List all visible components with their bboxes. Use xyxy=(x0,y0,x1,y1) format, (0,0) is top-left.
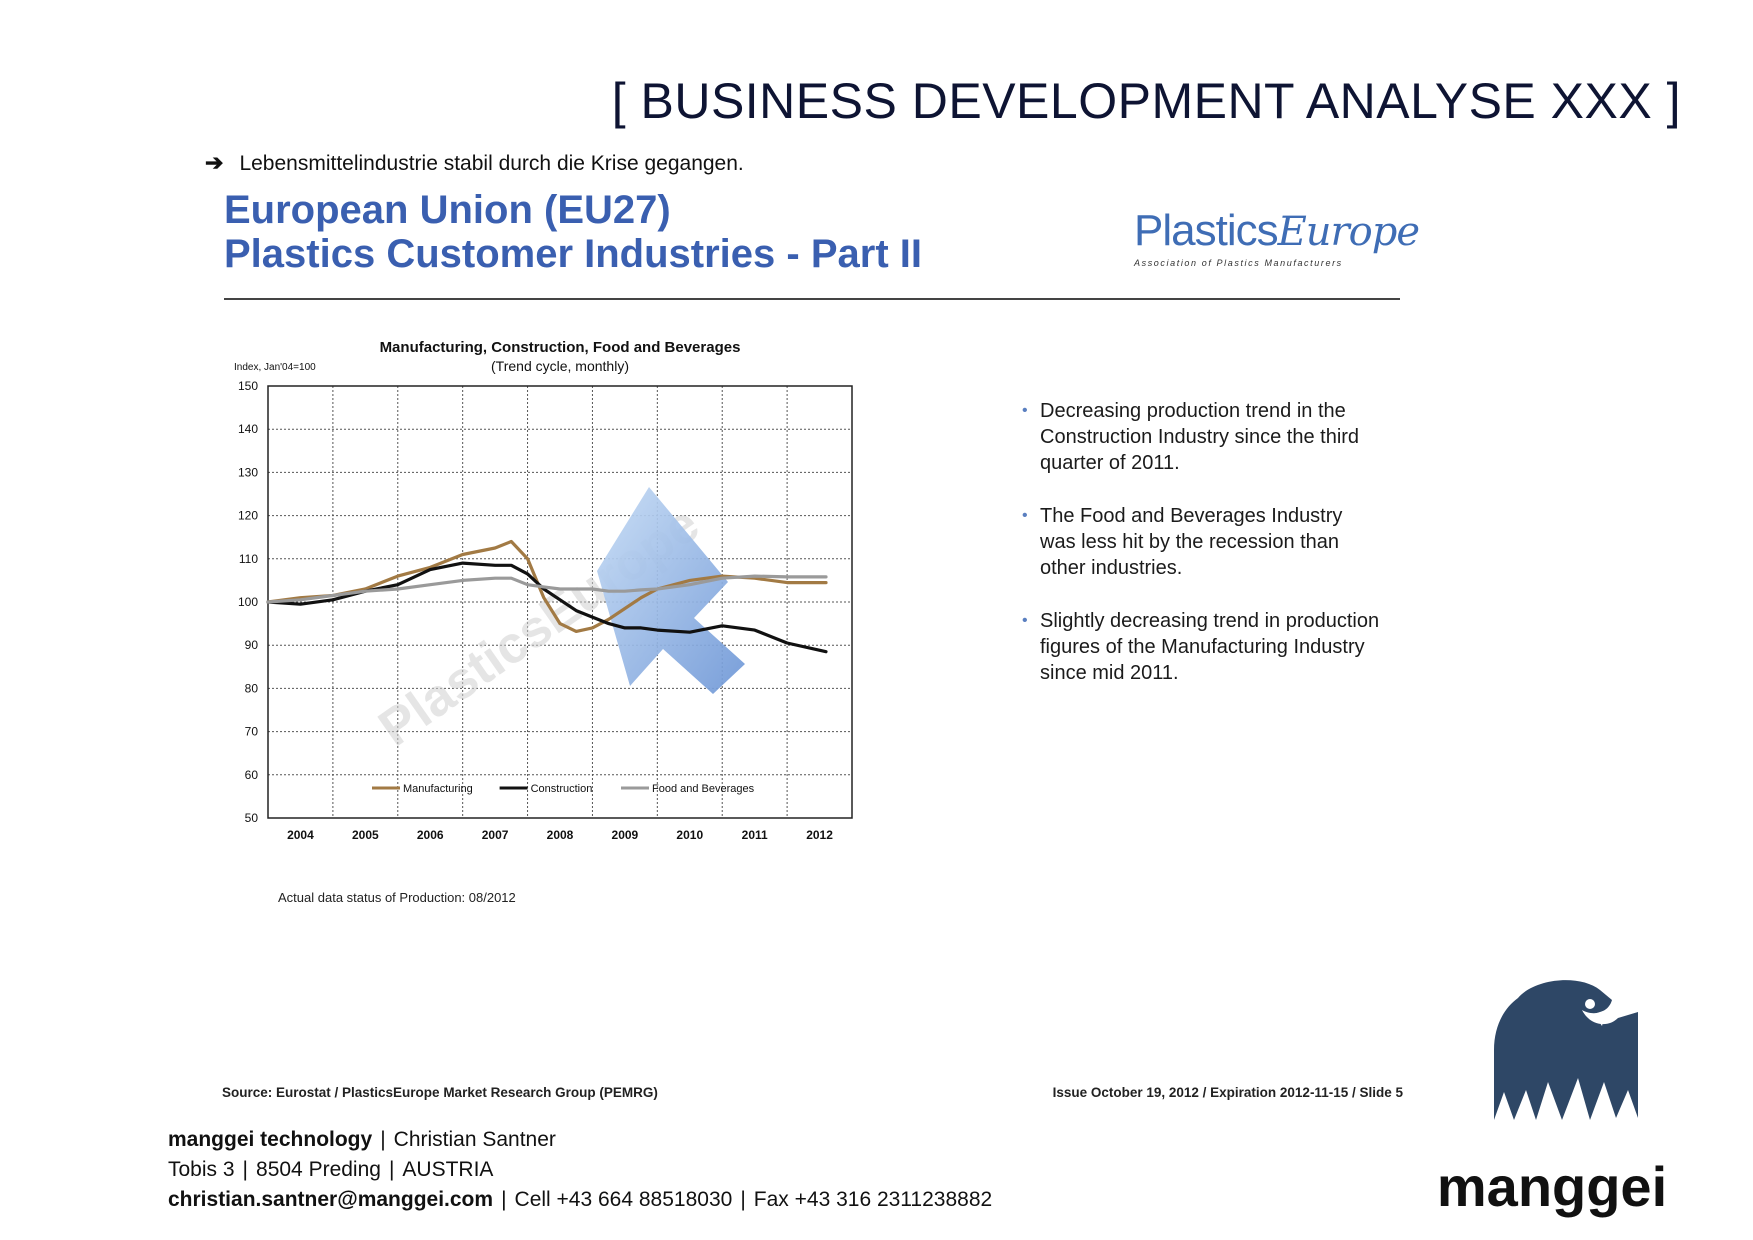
title-divider xyxy=(224,298,1400,300)
x-tick-label: 2011 xyxy=(742,828,768,842)
x-tick-label: 2005 xyxy=(352,828,379,842)
y-axis-label: Index, Jan'04=100 xyxy=(234,362,316,373)
street: Tobis 3 xyxy=(168,1158,235,1181)
bullet-text: Decreasing production trend in the Const… xyxy=(1040,400,1360,474)
x-tick-label: 2010 xyxy=(676,828,703,842)
series-line-manufacturing xyxy=(266,539,828,633)
y-tick-label: 120 xyxy=(238,509,258,523)
chart-container: Manufacturing, Construction, Food and Be… xyxy=(220,328,940,948)
line-chart: Manufacturing, Construction, Food and Be… xyxy=(234,339,853,905)
city: 8504 Preding xyxy=(256,1158,381,1181)
footer-line3: christian.santner@manggei.com | Cell +43 6… xyxy=(168,1188,993,1211)
intro-text: Lebensmittelindustrie stabil durch die K… xyxy=(239,152,744,175)
bullet-text: The Food and Beverages Industry was less… xyxy=(1040,505,1343,579)
issue-note: Issue October 19, 2012 / Expiration 2012… xyxy=(1052,1085,1403,1100)
x-tick-label: 2007 xyxy=(482,828,509,842)
y-tick-label: 130 xyxy=(238,465,258,479)
y-tick-label: 140 xyxy=(238,422,258,436)
y-tick-label: 100 xyxy=(238,595,258,609)
y-tick-label: 110 xyxy=(239,552,258,566)
y-tick-label: 150 xyxy=(238,379,258,393)
legend-label: Manufacturing xyxy=(403,783,473,795)
country: AUSTRIA xyxy=(402,1158,494,1181)
intro-line: ➔ Lebensmittelindustrie stabil durch die … xyxy=(205,150,744,176)
manggei-logo: manggei xyxy=(1440,980,1665,1218)
x-tick-label: 2004 xyxy=(287,828,314,842)
y-tick-label: 60 xyxy=(245,768,259,782)
bullet-dot-icon: • xyxy=(1022,507,1028,524)
contact-footer: manggei technology | Christian Santner Tob… xyxy=(168,1125,992,1215)
logo-word-plastics: Plastics xyxy=(1134,206,1279,255)
manggei-wordmark: manggei xyxy=(1440,1155,1665,1218)
arrow-right-icon: ➔ xyxy=(205,150,224,175)
bullet-item: • The Food and Beverages Industry was les… xyxy=(1022,503,1382,581)
bullet-item: • Decreasing production trend in the Cons… xyxy=(1022,398,1382,476)
bullet-item: • Slightly decreasing trend in production… xyxy=(1022,608,1382,686)
company-name: manggei technology xyxy=(168,1128,373,1151)
embedded-slide: European Union (EU27) Plastics Customer … xyxy=(220,180,1420,1110)
x-tick-label: 2006 xyxy=(417,828,444,842)
person-name: Christian Santner xyxy=(393,1128,556,1151)
bullet-dot-icon: • xyxy=(1022,612,1028,629)
y-tick-label: 70 xyxy=(245,725,259,739)
beaver-icon xyxy=(1494,980,1638,1120)
plasticseurope-logo: PlasticsEurope Association of Plastics M… xyxy=(1134,206,1420,268)
logo-word-europe: Europe xyxy=(1277,209,1420,255)
bullet-text: Slightly decreasing trend in production … xyxy=(1040,610,1380,684)
slide-title-line2: Plastics Customer Industries - Part II xyxy=(224,232,922,276)
legend-label: Construction xyxy=(531,783,593,795)
chart-title: Manufacturing, Construction, Food and Be… xyxy=(380,339,741,356)
footer-line2: Tobis 3 | 8504 Preding | AUSTRIA xyxy=(168,1158,494,1181)
source-note: Source: Eurostat / PlasticsEurope Market… xyxy=(222,1085,658,1100)
chart-subtitle: (Trend cycle, monthly) xyxy=(491,358,629,374)
slide-title: European Union (EU27) Plastics Customer … xyxy=(224,188,922,276)
y-tick-label: 80 xyxy=(245,681,259,695)
fax-number: Fax +43 316 2311238882 xyxy=(753,1188,993,1211)
logo-tagline: Association of Plastics Manufacturers xyxy=(1134,258,1343,268)
bullet-dot-icon: • xyxy=(1022,402,1028,419)
x-tick-label: 2008 xyxy=(547,828,574,842)
bullet-list: • Decreasing production trend in the Cons… xyxy=(1022,398,1382,713)
legend-label: Food and Beverages xyxy=(652,783,755,795)
data-status-note: Actual data status of Production: 08/201… xyxy=(278,890,516,905)
y-tick-label: 90 xyxy=(245,638,259,652)
y-tick-label: 50 xyxy=(245,811,259,825)
x-tick-label: 2012 xyxy=(806,828,833,842)
footer-line1: manggei technology | Christian Santner xyxy=(168,1128,556,1151)
x-tick-label: 2009 xyxy=(612,828,639,842)
highlight-arrow-icon xyxy=(597,487,745,694)
series-line-food-and-beverages xyxy=(266,574,828,604)
slide-title-line1: European Union (EU27) xyxy=(224,188,671,232)
cell-number: Cell +43 664 88518030 xyxy=(514,1188,733,1211)
page-title: [ BUSINESS DEVELOPMENT ANALYSE XXX ] xyxy=(611,73,1681,129)
email-link[interactable]: christian.santner@manggei.com xyxy=(168,1188,494,1211)
series-line-construction xyxy=(266,561,828,654)
